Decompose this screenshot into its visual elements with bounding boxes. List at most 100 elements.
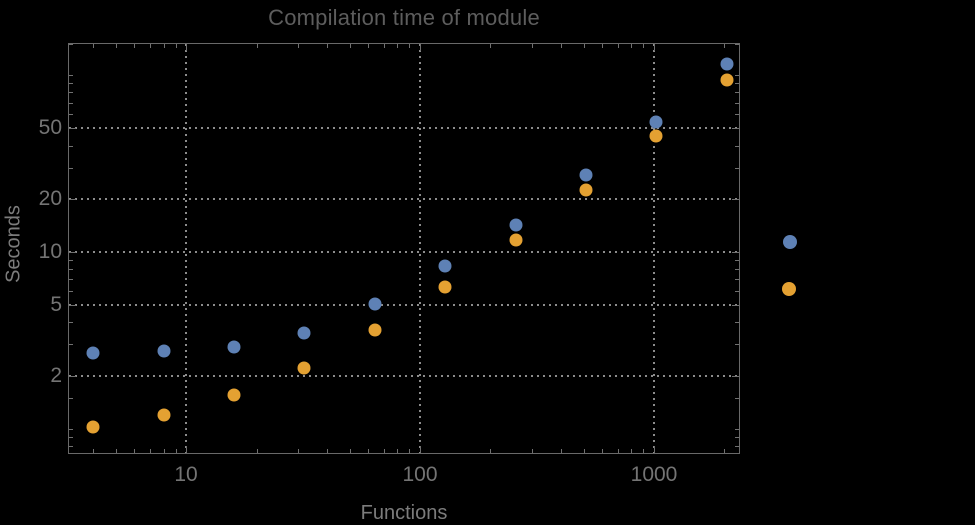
data-point-series-1-blue bbox=[438, 259, 452, 273]
y-tick-label: 5 bbox=[50, 293, 62, 316]
tick-mark bbox=[69, 305, 76, 306]
tick-mark bbox=[69, 75, 73, 76]
tick-mark bbox=[69, 128, 76, 129]
tick-mark bbox=[69, 437, 73, 438]
tick-mark bbox=[732, 376, 739, 377]
tick-mark bbox=[735, 103, 739, 104]
tick-mark bbox=[654, 44, 655, 51]
tick-mark bbox=[735, 269, 739, 270]
tick-mark bbox=[69, 260, 73, 261]
tick-mark bbox=[561, 44, 562, 48]
tick-mark bbox=[420, 446, 421, 453]
tick-mark bbox=[397, 44, 398, 48]
data-point-series-1-blue bbox=[509, 218, 523, 232]
chart-title: Compilation time of module bbox=[268, 5, 540, 30]
tick-mark bbox=[735, 429, 739, 430]
tick-mark bbox=[69, 344, 73, 345]
tick-mark bbox=[409, 449, 410, 453]
tick-mark bbox=[327, 44, 328, 48]
tick-mark bbox=[735, 446, 739, 447]
tick-mark bbox=[735, 114, 739, 115]
data-point-series-1-blue bbox=[720, 57, 734, 71]
tick-mark bbox=[327, 449, 328, 453]
data-point-series-2-orange bbox=[297, 361, 311, 375]
tick-mark bbox=[602, 449, 603, 453]
tick-mark bbox=[186, 44, 187, 51]
tick-mark bbox=[69, 103, 73, 104]
tick-mark bbox=[164, 449, 165, 453]
tick-mark bbox=[69, 429, 73, 430]
tick-mark bbox=[69, 114, 73, 115]
tick-mark bbox=[164, 44, 165, 48]
tick-mark bbox=[69, 279, 73, 280]
tick-mark bbox=[69, 146, 73, 147]
tick-mark bbox=[602, 44, 603, 48]
y-tick-label: 10 bbox=[38, 240, 62, 263]
data-point-series-1-blue bbox=[297, 326, 311, 340]
tick-mark bbox=[69, 446, 73, 447]
tick-mark bbox=[176, 44, 177, 48]
tick-mark bbox=[631, 449, 632, 453]
legend-marker-1 bbox=[783, 235, 797, 249]
data-point-series-2-orange bbox=[438, 280, 452, 294]
tick-mark bbox=[735, 398, 739, 399]
x-axis-label: Functions bbox=[360, 502, 448, 524]
y-tick-label: 20 bbox=[38, 187, 62, 210]
x-tick-label: 100 bbox=[402, 463, 438, 486]
tick-mark bbox=[631, 44, 632, 48]
tick-mark bbox=[732, 199, 739, 200]
tick-mark bbox=[257, 449, 258, 453]
tick-mark bbox=[643, 449, 644, 453]
tick-mark bbox=[735, 75, 739, 76]
tick-mark bbox=[176, 449, 177, 453]
tick-mark bbox=[643, 44, 644, 48]
legend-marker-2 bbox=[782, 282, 796, 296]
tick-mark bbox=[397, 449, 398, 453]
tick-mark bbox=[69, 269, 73, 270]
tick-mark bbox=[724, 44, 725, 48]
tick-mark bbox=[654, 446, 655, 453]
tick-mark bbox=[150, 44, 151, 48]
tick-mark bbox=[561, 449, 562, 453]
data-point-series-1-blue bbox=[368, 297, 382, 311]
tick-mark bbox=[735, 92, 739, 93]
data-point-series-2-orange bbox=[579, 183, 593, 197]
data-point-series-2-orange bbox=[157, 408, 171, 422]
tick-mark bbox=[384, 44, 385, 48]
tick-mark bbox=[69, 44, 73, 45]
data-point-series-1-blue bbox=[579, 168, 593, 182]
tick-mark bbox=[368, 449, 369, 453]
tick-mark bbox=[735, 44, 739, 45]
data-point-series-2-orange bbox=[227, 388, 241, 402]
tick-mark bbox=[186, 446, 187, 453]
y-tick-label: 50 bbox=[38, 116, 62, 139]
y-tick-label: 2 bbox=[50, 364, 62, 387]
data-point-series-2-orange bbox=[86, 420, 100, 433]
tick-mark bbox=[350, 44, 351, 48]
tick-mark bbox=[384, 449, 385, 453]
tick-mark bbox=[735, 279, 739, 280]
x-tick-label: 1000 bbox=[630, 463, 678, 486]
tick-mark bbox=[69, 83, 73, 84]
tick-mark bbox=[532, 44, 533, 48]
y-gridline bbox=[69, 375, 739, 377]
tick-mark bbox=[368, 44, 369, 48]
x-gridline bbox=[419, 44, 421, 453]
tick-mark bbox=[584, 449, 585, 453]
tick-mark bbox=[735, 260, 739, 261]
tick-mark bbox=[134, 44, 135, 48]
tick-mark bbox=[93, 44, 94, 48]
tick-mark bbox=[735, 168, 739, 169]
tick-mark bbox=[584, 44, 585, 48]
x-gridline bbox=[185, 44, 187, 453]
tick-mark bbox=[93, 449, 94, 453]
tick-mark bbox=[350, 449, 351, 453]
data-point-series-2-orange bbox=[368, 323, 382, 337]
tick-mark bbox=[724, 449, 725, 453]
data-point-series-2-orange bbox=[720, 73, 734, 87]
y-gridline bbox=[69, 198, 739, 200]
x-tick-label: 10 bbox=[174, 463, 198, 486]
tick-mark bbox=[732, 252, 739, 253]
tick-mark bbox=[735, 146, 739, 147]
tick-mark bbox=[257, 44, 258, 48]
